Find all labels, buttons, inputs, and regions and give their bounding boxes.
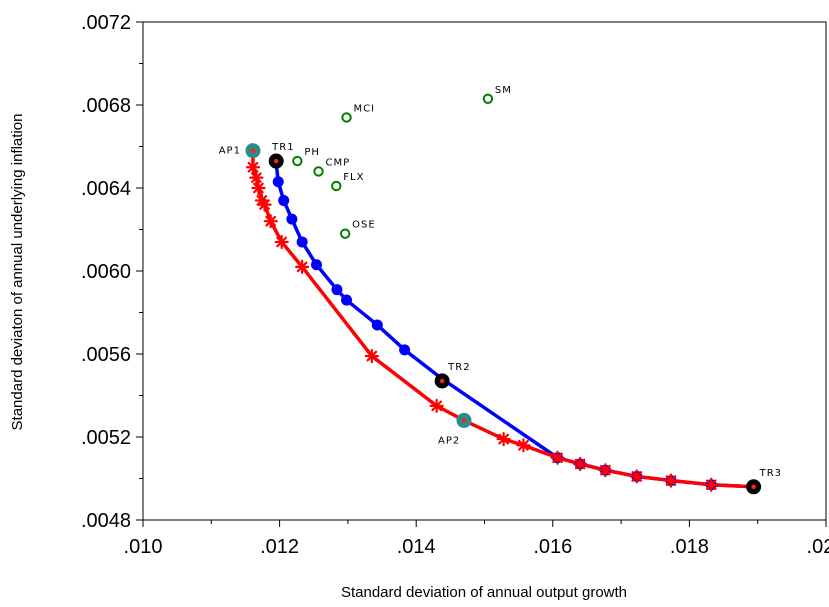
special-point-center [273,158,279,164]
rule-point [339,228,351,239]
series-point [295,259,310,274]
series-point [310,259,322,271]
asterisk-stroke [600,464,611,476]
asterisk-stroke [498,433,509,445]
series-point [429,398,444,413]
special-point-center [439,378,445,384]
series-point [272,176,284,188]
point-label: TR2 [447,362,470,373]
rule-label: CMP [326,157,351,168]
y-tick-label: .0060 [81,261,131,283]
x-tick-label: .020 [807,536,829,558]
series-point [573,456,588,472]
point-label: TR3 [759,468,782,479]
asterisk-stroke [431,400,443,412]
rule-point [292,155,303,167]
asterisk-stroke [265,215,277,227]
series-point [704,477,719,492]
asterisk-stroke [366,350,378,362]
y-axis-title: Standard deviaton of annual underlying i… [9,114,26,431]
series-point [629,469,644,484]
series-point [331,284,343,296]
series-point [371,319,383,331]
x-tick-label: .016 [533,536,572,558]
series-point [296,236,308,248]
rule-point [482,93,494,104]
y-tick-label: .0068 [81,95,131,117]
series-point [516,438,531,453]
y-tick-label: .0072 [81,12,131,34]
point-label: AP2 [438,435,460,446]
asterisk-stroke [705,479,717,491]
series-point [399,344,411,356]
x-tick-label: .012 [260,536,299,558]
asterisk-stroke [665,475,677,486]
asterisk-stroke [574,458,586,470]
asterisk-stroke [247,161,259,173]
x-tick-label: .018 [670,536,709,558]
rule-label: MCI [354,103,376,114]
y-tick-label: .0056 [81,344,131,366]
series-point [245,160,261,175]
special-point-center [751,484,756,489]
series-point [364,348,379,364]
asterisk-stroke [259,199,270,210]
rule-label: OSE [352,220,376,231]
special-point-center [461,418,467,423]
special-point-center [250,148,256,153]
series-point [249,170,264,185]
series-point [550,450,565,465]
series-point [341,294,353,306]
x-axis-title: Standard deviation of annual output grow… [341,584,627,601]
rule-label: PH [304,147,320,158]
series-point [496,431,511,447]
asterisk-stroke [631,471,643,482]
point-label: TR1 [271,142,294,153]
series-point [274,234,289,250]
x-tick-label: .010 [124,536,163,558]
rule-point [331,180,342,192]
rule-point [313,166,324,177]
rule-point [341,112,352,123]
x-tick-label: .014 [397,536,436,558]
series-point [263,214,278,229]
y-tick-label: .0052 [81,427,131,449]
asterisk-stroke [276,236,287,248]
asterisk-stroke [251,172,262,183]
y-tick-label: .0064 [81,178,131,200]
asterisk-stroke [552,452,563,464]
point-label: AP1 [219,146,241,157]
series-point [663,473,679,488]
series-point [251,180,266,196]
rule-label: SM [495,85,512,96]
asterisk-stroke [518,439,529,451]
asterisk-stroke [296,261,308,273]
series-point [278,194,290,206]
y-tick-label: .0048 [81,510,131,532]
rule-label: FLX [343,172,364,183]
asterisk-stroke [253,182,264,194]
series-point [286,213,298,225]
series-point [257,197,272,212]
series-point [598,463,613,478]
